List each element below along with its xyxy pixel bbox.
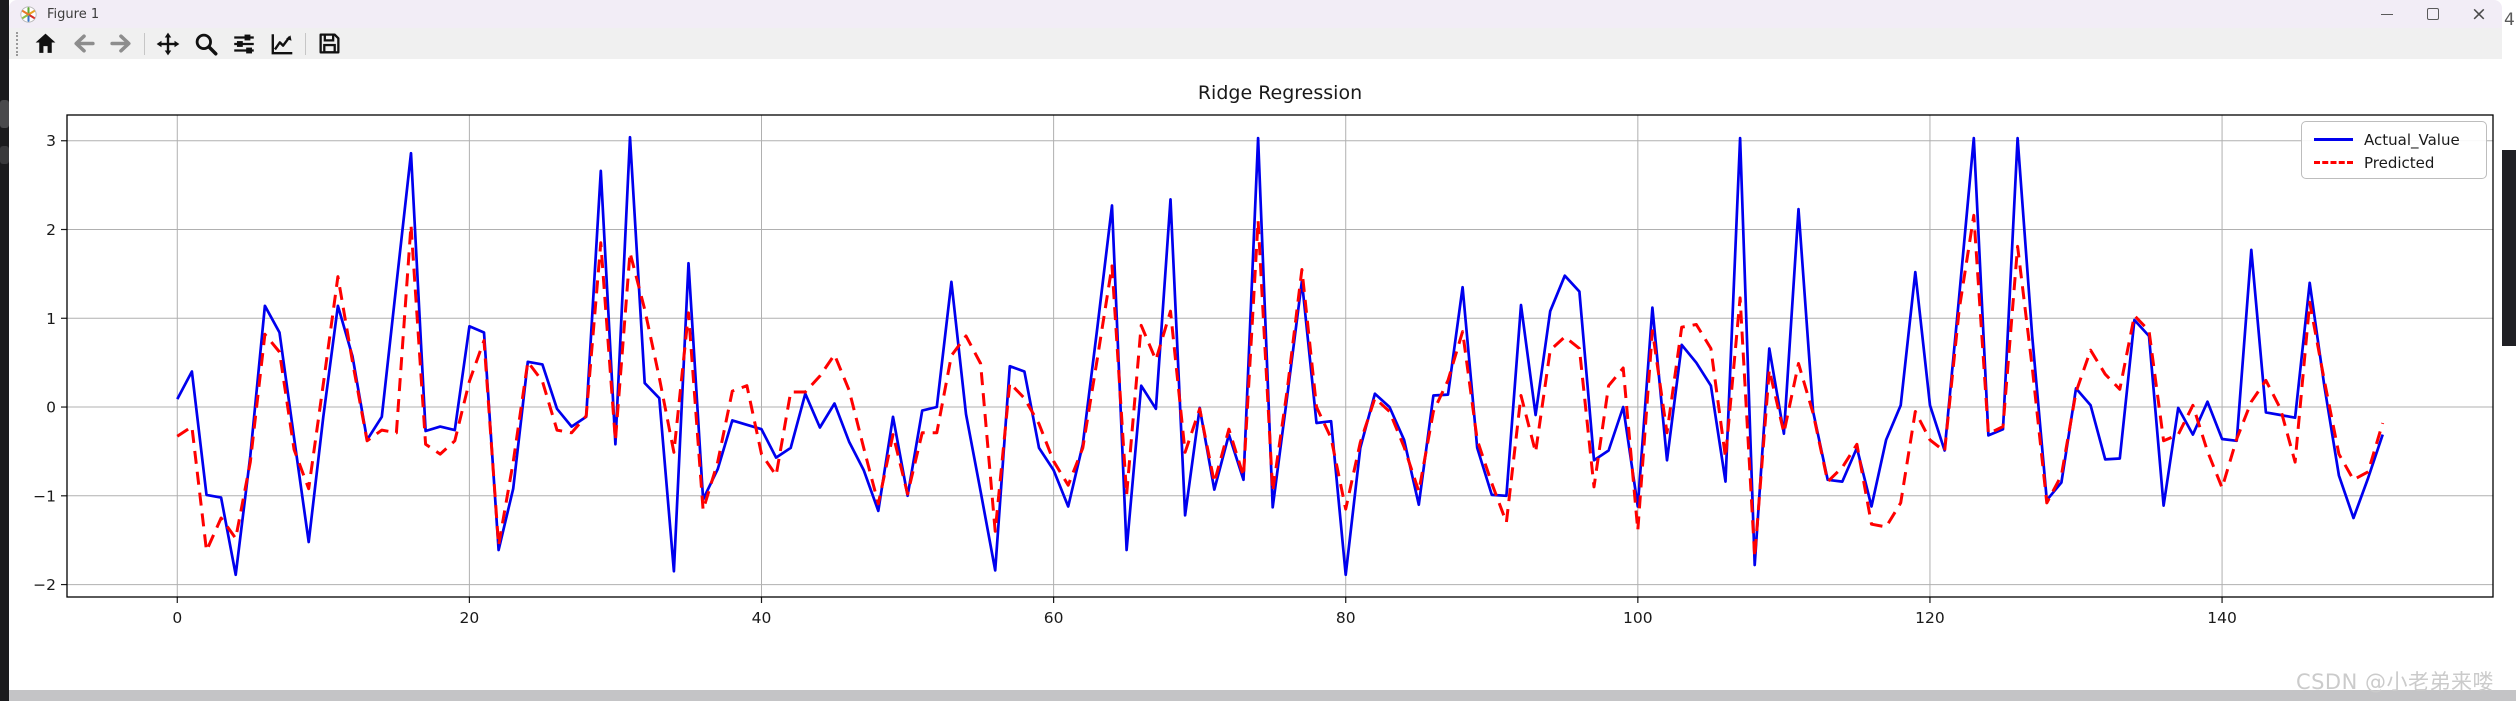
y-tick-label: −2	[33, 576, 56, 594]
y-tick-label: 0	[46, 399, 56, 417]
pan-button[interactable]	[149, 29, 187, 58]
legend[interactable]: Actual_Value Predicted	[2301, 121, 2487, 179]
x-tick-label: 140	[2207, 609, 2237, 627]
background-scrollbar-thumb	[0, 146, 9, 164]
chart-title: Ridge Regression	[1197, 82, 1363, 104]
home-button[interactable]	[26, 29, 64, 58]
x-tick-label: 120	[1915, 609, 1945, 627]
close-icon: ×	[2471, 2, 2487, 25]
pan-icon	[156, 32, 180, 55]
back-arrow-icon	[73, 34, 95, 53]
edit-parameters-button[interactable]	[263, 29, 301, 58]
axes-frame	[66, 114, 2494, 598]
y-tick-label: 3	[46, 132, 56, 150]
legend-entry-predicted: Predicted	[2314, 151, 2486, 174]
legend-label-predicted: Predicted	[2364, 153, 2435, 172]
series-line-Predicted	[176, 213, 2385, 559]
legend-entry-actual: Actual_Value	[2314, 128, 2486, 151]
legend-line-sample-predicted	[2314, 161, 2353, 164]
x-tick-label: 80	[1336, 609, 1356, 627]
x-tick-label: 60	[1044, 609, 1064, 627]
background-bottom-strip	[9, 690, 2516, 701]
window-title: Figure 1	[47, 6, 100, 22]
toolbar-drag-handle[interactable]	[16, 31, 18, 56]
background-window-edge	[2502, 150, 2516, 346]
minimize-button[interactable]	[2364, 0, 2410, 28]
y-tick-label: 1	[46, 310, 56, 328]
legend-line-sample-actual	[2314, 138, 2353, 141]
window-controls: ×	[2364, 0, 2502, 28]
navigation-toolbar	[9, 28, 2502, 59]
maximize-icon	[2427, 8, 2439, 20]
minimize-icon	[2381, 13, 2393, 15]
zoom-button[interactable]	[187, 29, 225, 58]
x-tick-label: 0	[172, 609, 182, 627]
close-button[interactable]: ×	[2456, 0, 2502, 28]
back-button[interactable]	[64, 29, 102, 58]
matplotlib-logo-icon	[20, 5, 37, 23]
watermark: CSDN @小老弟来喽	[2295, 670, 2494, 694]
configure-subplots-button[interactable]	[225, 29, 263, 58]
x-tick-label: 20	[460, 609, 480, 627]
sliders-icon	[234, 34, 254, 53]
background-scrollbar-thumb	[0, 100, 9, 128]
background-text-fragment: 4	[2504, 10, 2515, 30]
series-line-Actual_Value	[176, 135, 2384, 577]
home-icon	[35, 33, 55, 53]
background-left-panel	[0, 0, 9, 701]
x-tick-label: 100	[1623, 609, 1653, 627]
line-chart-icon	[271, 33, 293, 54]
save-floppy-icon	[319, 33, 339, 54]
zoom-icon	[195, 33, 218, 55]
toolbar-separator	[305, 32, 306, 55]
forward-button[interactable]	[102, 29, 140, 58]
forward-arrow-icon	[109, 34, 131, 53]
y-tick-label: 2	[46, 221, 56, 239]
legend-label-actual: Actual_Value	[2364, 130, 2460, 149]
y-tick-label: −1	[33, 487, 56, 505]
x-tick-label: 40	[752, 609, 772, 627]
maximize-button[interactable]	[2410, 0, 2456, 28]
toolbar-separator	[144, 32, 145, 55]
title-bar[interactable]: Figure 1 ×	[9, 0, 2502, 28]
save-button[interactable]	[310, 29, 348, 58]
